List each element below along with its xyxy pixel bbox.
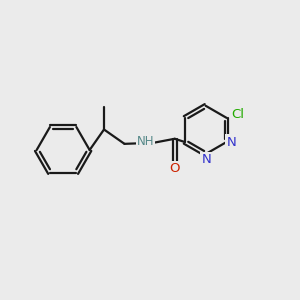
Text: NH: NH	[137, 135, 154, 148]
Text: N: N	[201, 153, 211, 166]
Text: Cl: Cl	[231, 108, 244, 122]
Text: N: N	[226, 136, 236, 148]
Text: O: O	[169, 162, 180, 175]
